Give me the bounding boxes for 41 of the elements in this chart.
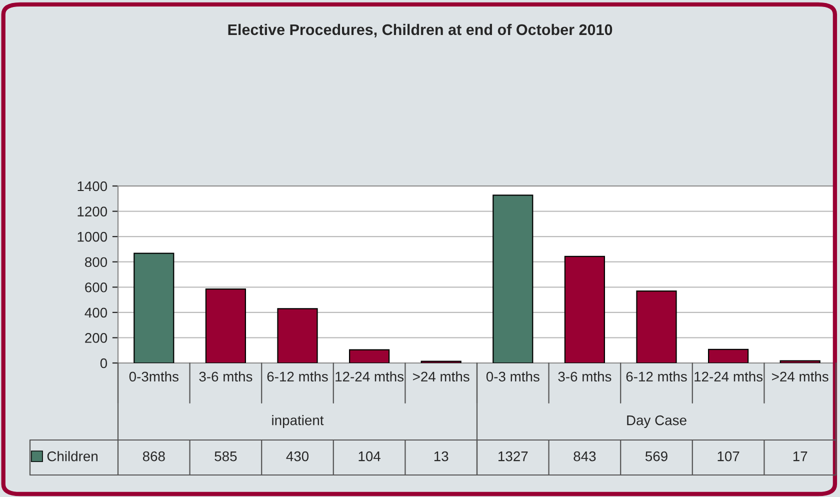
data-label: 104 <box>358 451 380 462</box>
chart-title: Elective Procedures, Children at end of October 2010 <box>228 24 612 38</box>
data-label: 569 <box>645 451 668 462</box>
text: inpatient <box>272 415 324 428</box>
x-tick-label: 6-12 mths <box>267 371 328 382</box>
data-label: 13 <box>434 451 448 462</box>
data-label: 17 <box>793 452 808 462</box>
x-tick-label: 6-12 mths <box>626 371 687 382</box>
x-tick-label: 0-3mths <box>129 371 178 382</box>
y-tick-label: 0 <box>100 358 108 368</box>
bar <box>205 288 246 363</box>
bar <box>780 360 820 363</box>
data-label: 843 <box>574 451 596 462</box>
x-tick-label: 3-6 mths <box>558 371 612 382</box>
data-label: 1327 <box>498 451 528 462</box>
y-tick-label: 800 <box>85 257 108 268</box>
x-tick-label: 12-24 mths <box>694 371 763 382</box>
bar <box>134 252 174 363</box>
bar <box>708 348 749 363</box>
bar <box>636 290 677 363</box>
y-tick-label: 200 <box>85 333 108 343</box>
y-tick-label: 1000 <box>78 232 108 242</box>
x-tick-label: 12-24 mths <box>336 371 404 382</box>
bar <box>277 308 318 363</box>
y-tick-label: 400 <box>84 308 108 318</box>
x-tick-label: 0-3 mths <box>486 371 540 382</box>
y-tick-label: 1400 <box>78 181 108 192</box>
data-label: 107 <box>718 451 740 462</box>
y-tick-label: 1200 <box>78 206 108 216</box>
x-tick-label: 3-6 mths <box>199 371 252 382</box>
bar <box>564 256 605 363</box>
x-tick-label: >24 mths <box>772 371 828 382</box>
bar <box>349 349 390 363</box>
data-label: 868 <box>142 451 165 462</box>
bar <box>492 194 534 363</box>
y-tick-label: 600 <box>85 282 108 292</box>
legend-label: Children <box>47 451 98 462</box>
data-label: 585 <box>214 451 237 462</box>
text: Day Case <box>627 415 686 428</box>
data-label: 430 <box>286 451 309 462</box>
x-tick-label: >24 mths <box>413 371 470 382</box>
